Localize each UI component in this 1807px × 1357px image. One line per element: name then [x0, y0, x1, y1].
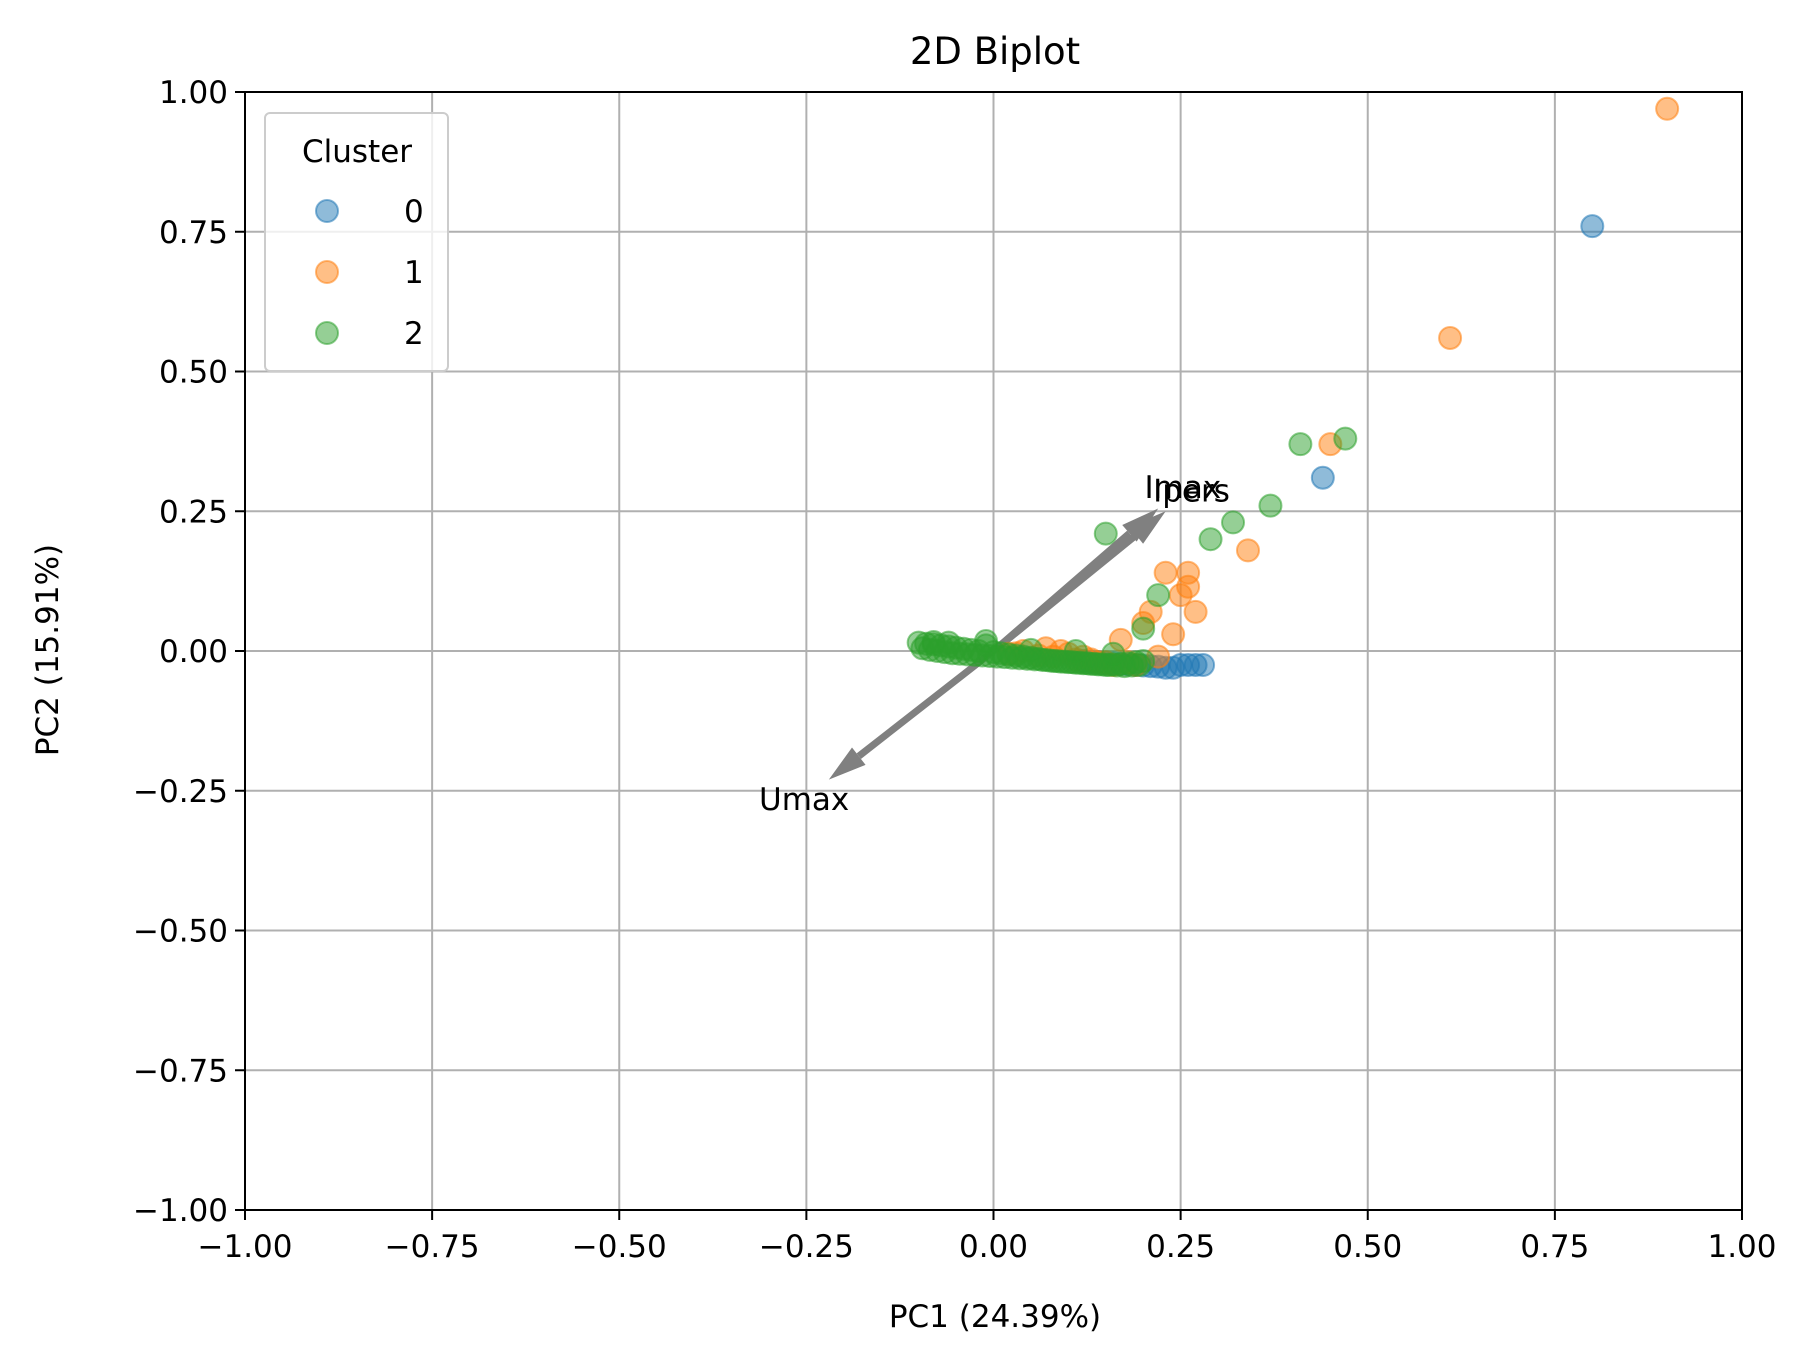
y-tick-label: 1.00 — [159, 75, 228, 111]
y-tick-label: 0.50 — [159, 355, 228, 391]
x-tick-label: 0.50 — [1333, 1229, 1402, 1265]
data-point — [1235, 538, 1260, 563]
y-axis-title: PC2 (15.91%) — [30, 544, 66, 756]
data-point — [1310, 465, 1335, 490]
y-tick-label: 0.00 — [159, 634, 228, 670]
data-point — [1063, 639, 1088, 663]
data-point — [1183, 599, 1208, 624]
series-1 — [996, 96, 1680, 677]
loading-label: Imax — [1145, 470, 1222, 506]
legend-marker — [315, 260, 339, 284]
x-tick-label: −0.25 — [759, 1229, 854, 1265]
data-point — [1127, 652, 1152, 677]
data-point — [1655, 96, 1680, 121]
y-tick-label: 0.75 — [159, 215, 228, 251]
y-tick-label: −1.00 — [133, 1193, 228, 1229]
x-tick-label: −0.75 — [385, 1229, 480, 1265]
y-tick-label: −0.75 — [133, 1053, 228, 1089]
data-point — [1288, 432, 1313, 457]
x-tick-label: 0.25 — [1146, 1229, 1215, 1265]
legend-box — [264, 112, 449, 372]
loading-label: Umax — [759, 782, 849, 818]
data-point — [1168, 583, 1193, 608]
chart-title: 2D Biplot — [910, 30, 1080, 73]
x-tick-label: 0.00 — [959, 1229, 1028, 1265]
data-point — [1258, 493, 1283, 518]
data-point — [1146, 583, 1171, 608]
data-point — [1093, 521, 1118, 546]
loading-arrow-shaft — [856, 648, 996, 759]
legend-marker — [315, 199, 339, 223]
data-point — [1438, 325, 1463, 350]
legend-marker — [315, 321, 339, 345]
legend-entry: 2 — [404, 316, 424, 352]
legend-title: Cluster — [302, 134, 412, 170]
data-point — [1198, 527, 1223, 552]
legend-entry: 1 — [404, 255, 424, 291]
data-point — [921, 630, 946, 655]
x-tick-label: −1.00 — [198, 1229, 293, 1265]
loading-arrow-head — [828, 747, 866, 780]
legend: Cluster 0 1 2 — [264, 112, 449, 372]
y-axis-ticks: 1.00 0.75 0.50 0.25 0.00 −0.25 −0.50 −0.75 −1.00 — [133, 75, 245, 1229]
scatter-points — [906, 96, 1680, 680]
data-point — [1333, 426, 1358, 451]
x-axis-title: PC1 (24.39%) — [889, 1299, 1101, 1335]
data-point — [1221, 510, 1246, 535]
x-tick-label: 1.00 — [1707, 1229, 1776, 1265]
data-point — [1161, 622, 1186, 647]
y-tick-label: 0.25 — [159, 494, 228, 530]
x-tick-label: −0.50 — [572, 1229, 667, 1265]
data-point — [1580, 214, 1605, 239]
loading-label: Ipers — [1153, 473, 1230, 509]
y-tick-label: −0.25 — [133, 774, 228, 810]
y-tick-label: −0.50 — [133, 914, 228, 950]
data-point — [1018, 637, 1043, 662]
x-tick-label: 0.75 — [1520, 1229, 1589, 1265]
x-axis-ticks: −1.00 −0.75 −0.50 −0.25 0.00 0.25 0.50 0.75 1.00 — [198, 1210, 1777, 1265]
data-point — [1101, 641, 1126, 666]
data-point — [1131, 616, 1156, 641]
data-point — [1153, 560, 1178, 585]
legend-entry: 0 — [404, 194, 424, 230]
series-2 — [906, 426, 1358, 679]
data-point — [974, 628, 999, 653]
loading-arrow-shaft — [991, 530, 1132, 654]
loading-arrow-head — [1122, 508, 1159, 542]
